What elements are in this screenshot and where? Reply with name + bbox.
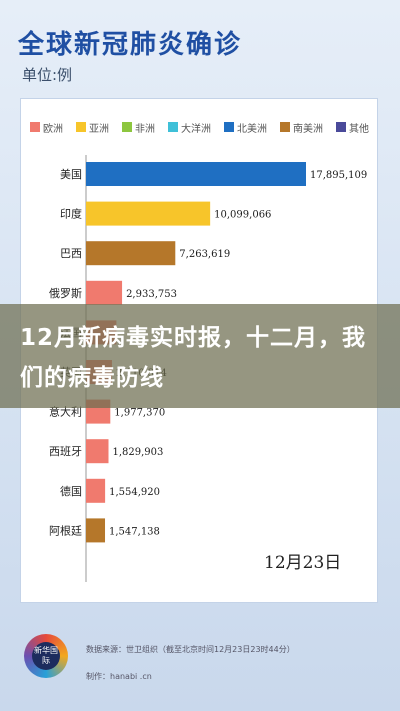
xinhua-logo: 新华国际 xyxy=(24,634,68,678)
legend-swatch xyxy=(280,122,290,132)
legend-item: 其他 xyxy=(336,118,369,136)
legend-label: 非洲 xyxy=(135,123,155,135)
bar xyxy=(86,201,211,226)
legend-swatch xyxy=(224,122,234,132)
logo-text: 新华国际 xyxy=(32,642,60,670)
value-label: 1,829,903 xyxy=(112,447,163,458)
legend-label: 南美洲 xyxy=(293,123,323,135)
category-label: 美国 xyxy=(60,168,82,181)
legend-swatch xyxy=(122,122,132,132)
data-source: 数据来源：世卫组织（截至北京时间12月23日23时44分） xyxy=(86,645,295,654)
legend-item: 南美洲 xyxy=(280,118,323,136)
category-label: 阿根廷 xyxy=(49,523,82,537)
legend-label: 亚洲 xyxy=(89,123,109,135)
legend-label: 北美洲 xyxy=(237,123,267,135)
legend-swatch xyxy=(30,122,40,132)
value-label: 10,099,066 xyxy=(214,210,271,221)
unit-label: 单位:例 xyxy=(22,66,73,84)
value-label: 17,895,109 xyxy=(310,170,367,181)
category-label: 俄罗斯 xyxy=(49,287,82,300)
legend-label: 欧洲 xyxy=(43,123,63,135)
category-label: 意大利 xyxy=(49,405,82,419)
headline-text: 12月新病毒实时报，十二月，我们的病毒防线 xyxy=(20,325,367,391)
value-label: 1,977,370 xyxy=(114,408,165,419)
legend-item: 非洲 xyxy=(122,118,155,136)
bar xyxy=(86,478,106,503)
legend-item: 大洋洲 xyxy=(168,118,211,136)
bar xyxy=(86,162,306,186)
category-label: 印度 xyxy=(60,207,82,221)
value-label: 7,263,619 xyxy=(179,249,230,260)
bar xyxy=(86,439,109,464)
legend-label: 大洋洲 xyxy=(181,123,211,135)
value-label: 2,933,753 xyxy=(126,289,177,300)
value-label: 1,547,138 xyxy=(109,526,160,537)
legend-swatch xyxy=(76,122,86,132)
chart-legend: 欧洲 亚洲 非洲 大洋洲 北美洲 南美洲 其他 xyxy=(30,118,370,136)
chart-date: 12月23日 xyxy=(264,553,342,573)
legend-item: 北美洲 xyxy=(224,118,267,136)
legend-swatch xyxy=(336,122,346,132)
legend-item: 欧洲 xyxy=(30,118,63,136)
category-label: 西班牙 xyxy=(49,445,82,458)
bar xyxy=(86,518,106,543)
legend-item: 亚洲 xyxy=(76,118,109,136)
category-label: 巴西 xyxy=(60,247,82,260)
category-label: 德国 xyxy=(60,484,82,498)
legend-swatch xyxy=(168,122,178,132)
value-label: 1,554,920 xyxy=(109,487,160,498)
bar xyxy=(86,280,123,305)
bar xyxy=(86,241,176,266)
producer-credit: 制作：hanabi .cn xyxy=(86,672,152,681)
legend-label: 其他 xyxy=(349,123,369,135)
page-title: 全球新冠肺炎确诊 xyxy=(18,30,243,60)
headline-banner xyxy=(0,304,400,408)
